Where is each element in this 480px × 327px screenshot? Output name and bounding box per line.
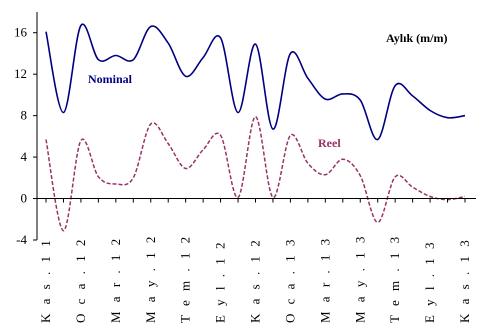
x-tick-label: T e m . 1 2 <box>178 234 193 323</box>
x-tick-label: M a y . 1 2 <box>143 234 158 323</box>
y-tick-label: 4 <box>21 149 28 164</box>
x-tick-label: E y l . 1 3 <box>422 239 437 323</box>
series-label-nominal: Nominal <box>88 72 133 86</box>
y-tick-label: 12 <box>14 66 27 81</box>
x-tick-label: T e m . 1 3 <box>387 234 402 323</box>
y-tick-label: -4 <box>16 232 27 247</box>
x-tick-label: E y l . 1 2 <box>213 239 228 323</box>
x-tick-label: M a y . 1 3 <box>352 234 367 323</box>
x-tick-label: K a s . 1 1 <box>38 237 53 323</box>
annotation-aylik: Aylık (m/m) <box>386 31 447 45</box>
x-tick-label: M a r . 1 3 <box>317 236 332 323</box>
x-tick-label: O c a . 1 2 <box>73 237 88 323</box>
y-tick-label: 8 <box>21 108 28 123</box>
series-label-reel: Reel <box>318 136 341 150</box>
x-tick-label: O c a . 1 3 <box>282 237 297 323</box>
series-line-nominal <box>45 23 466 141</box>
x-tick-label: K a s . 1 2 <box>248 237 263 323</box>
series-line-reel <box>45 115 466 232</box>
y-tick-label: 0 <box>21 191 28 206</box>
y-tick-label: 16 <box>14 25 28 40</box>
x-tick-label: K a s . 1 3 <box>457 237 472 323</box>
x-tick-label: M a r . 1 2 <box>108 236 123 323</box>
